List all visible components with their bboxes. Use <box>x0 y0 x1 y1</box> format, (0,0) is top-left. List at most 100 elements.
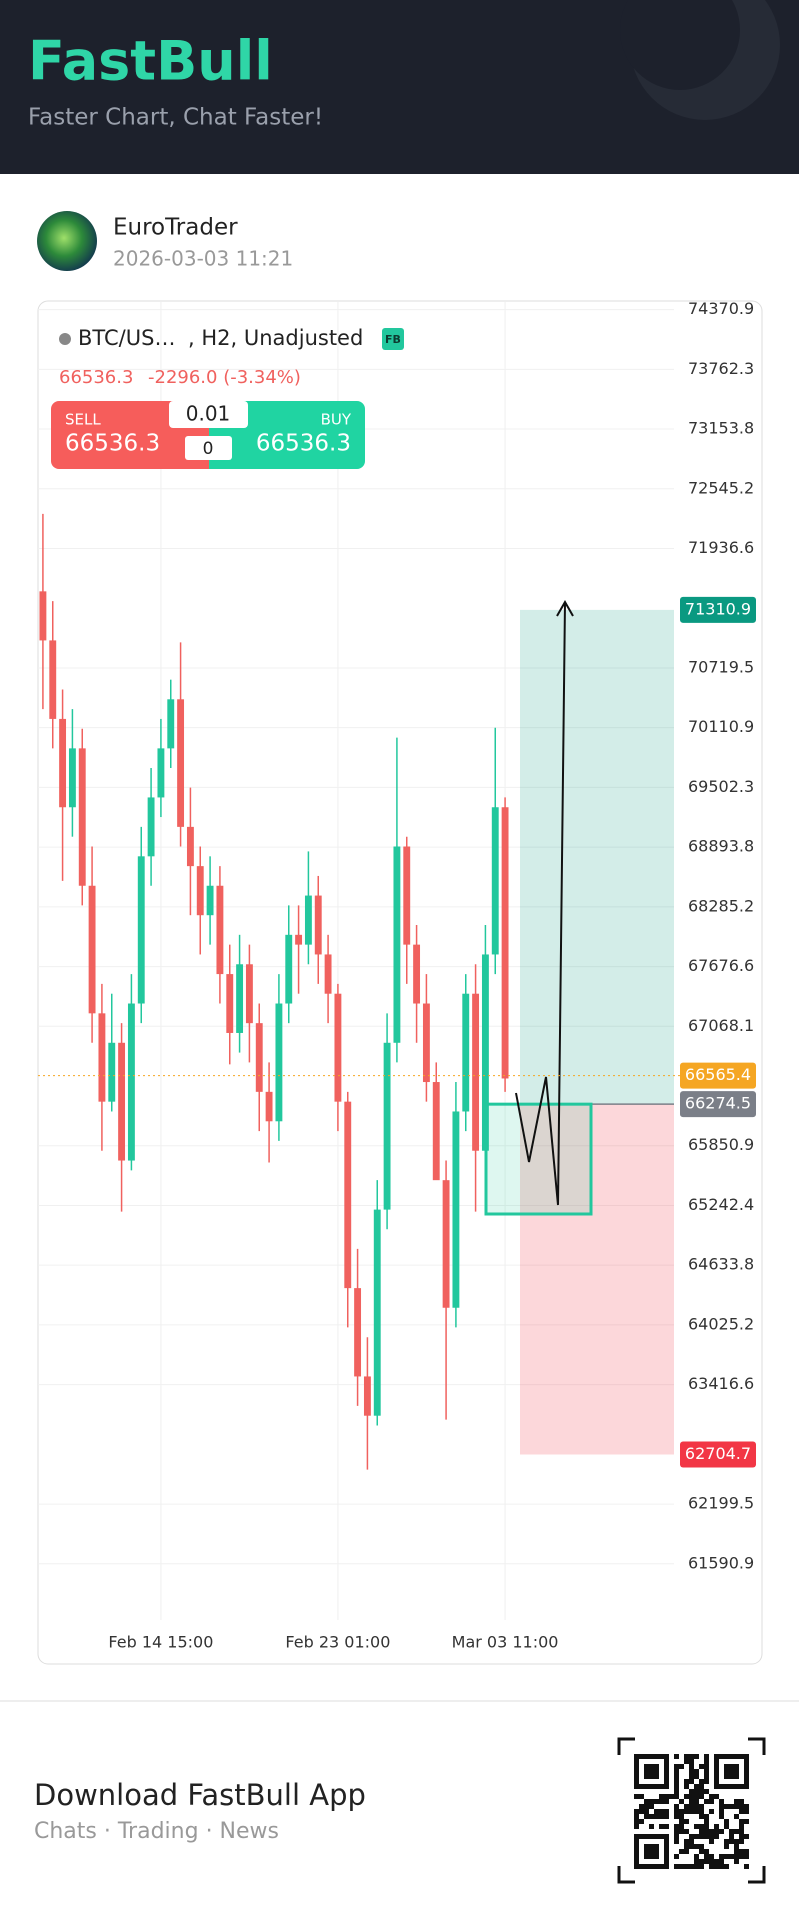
y-tick-label: 74370.9 <box>688 299 754 318</box>
qr-module <box>664 1814 669 1819</box>
qr-module <box>649 1804 654 1809</box>
qr-module <box>719 1809 724 1814</box>
qr-module <box>679 1814 684 1819</box>
candle-body <box>422 1003 430 1083</box>
arrow-head <box>556 599 574 617</box>
qr-module <box>634 1794 639 1799</box>
candle-body <box>108 1042 116 1102</box>
qr-module <box>674 1789 679 1794</box>
qr-module <box>689 1764 694 1769</box>
qr-module <box>674 1854 679 1859</box>
qr-module <box>659 1794 664 1799</box>
qr-module <box>739 1849 744 1854</box>
price-tag <box>680 596 756 623</box>
qr-module <box>724 1839 729 1844</box>
qr-module <box>704 1829 709 1834</box>
buy-label: BUY <box>321 411 352 429</box>
qr-module <box>679 1809 684 1814</box>
qr-module <box>674 1829 679 1834</box>
qr-module <box>679 1819 684 1824</box>
qr-module <box>719 1859 724 1864</box>
badge: FB <box>385 333 401 346</box>
qr-module <box>729 1834 734 1839</box>
qr-module <box>699 1814 704 1819</box>
candle-body <box>373 1209 381 1416</box>
qr-module <box>684 1839 689 1844</box>
qr-module <box>704 1834 709 1839</box>
qr-module <box>699 1834 704 1839</box>
y-tick-label: 73153.8 <box>688 419 754 438</box>
last-price: 66536.3 <box>59 367 133 388</box>
qr-module <box>724 1819 729 1824</box>
qr-module <box>694 1774 699 1779</box>
spread-box <box>185 436 232 460</box>
qr-module <box>704 1769 709 1774</box>
qr-module <box>649 1799 654 1804</box>
qr-module <box>694 1824 699 1829</box>
candle-body <box>354 1288 362 1377</box>
candle-body <box>324 954 332 994</box>
qr-module <box>739 1829 744 1834</box>
qr-module <box>719 1804 724 1809</box>
qr-module <box>654 1809 659 1814</box>
qr-module <box>689 1834 694 1839</box>
qr-module <box>694 1789 699 1794</box>
qr-module <box>729 1829 734 1834</box>
qr-module <box>679 1829 684 1834</box>
qr-module <box>679 1764 684 1769</box>
qr-module <box>674 1764 679 1769</box>
y-tick-label: 67068.1 <box>688 1016 754 1035</box>
candle-body <box>442 1180 450 1308</box>
qr-module <box>639 1819 644 1824</box>
qr-module <box>729 1839 734 1844</box>
author[interactable]: EuroTrader <box>113 215 238 241</box>
qr-module <box>674 1804 679 1809</box>
qr-module <box>694 1859 699 1864</box>
interval: , H2, Unadjusted <box>188 326 363 350</box>
logo: FastBull <box>28 30 273 93</box>
x-tick-label: Feb 23 01:00 <box>285 1633 390 1652</box>
candle-body <box>137 856 145 1004</box>
price-tag-label: 62704.7 <box>685 1444 751 1463</box>
candle-body <box>413 944 421 1004</box>
qr-code[interactable] <box>617 1737 766 1884</box>
qr-module <box>699 1844 704 1849</box>
qr-module <box>674 1779 679 1784</box>
spread: 0 <box>203 439 214 459</box>
candle-body <box>118 1042 126 1161</box>
target-zone <box>520 609 674 1105</box>
qr-module <box>734 1799 739 1804</box>
candle-body <box>295 934 303 945</box>
qr-module <box>684 1849 689 1854</box>
qr-module <box>714 1829 719 1834</box>
qr-module <box>674 1839 679 1844</box>
qr-module <box>689 1804 694 1809</box>
qr-module <box>724 1864 729 1869</box>
y-tick-label: 64025.2 <box>688 1314 754 1333</box>
candle-body <box>157 748 165 798</box>
quantity-box[interactable] <box>169 401 248 428</box>
avatar[interactable] <box>37 211 97 271</box>
y-tick-label: 65850.9 <box>688 1135 754 1154</box>
legend-dot <box>59 333 71 345</box>
qr-module <box>704 1819 709 1824</box>
qr-module <box>669 1794 674 1799</box>
qr-module <box>679 1864 684 1869</box>
header-decor <box>620 0 740 90</box>
candle-body <box>206 885 214 916</box>
qr-module <box>739 1799 744 1804</box>
qr-module <box>709 1854 714 1859</box>
qr-module <box>684 1829 689 1834</box>
qr-module <box>694 1864 699 1869</box>
qr-module <box>709 1859 714 1864</box>
qr-module <box>674 1794 679 1799</box>
tagline: Faster Chart, Chat Faster! <box>28 105 323 131</box>
qr-module <box>689 1754 694 1759</box>
candle-body <box>452 1111 460 1308</box>
qr-module <box>699 1764 704 1769</box>
qr-module <box>699 1804 704 1809</box>
price-tag-label: 66565.4 <box>685 1065 751 1084</box>
price-tag-label: 71310.9 <box>685 599 751 618</box>
qr-module <box>719 1814 724 1819</box>
candle-body <box>68 748 76 808</box>
